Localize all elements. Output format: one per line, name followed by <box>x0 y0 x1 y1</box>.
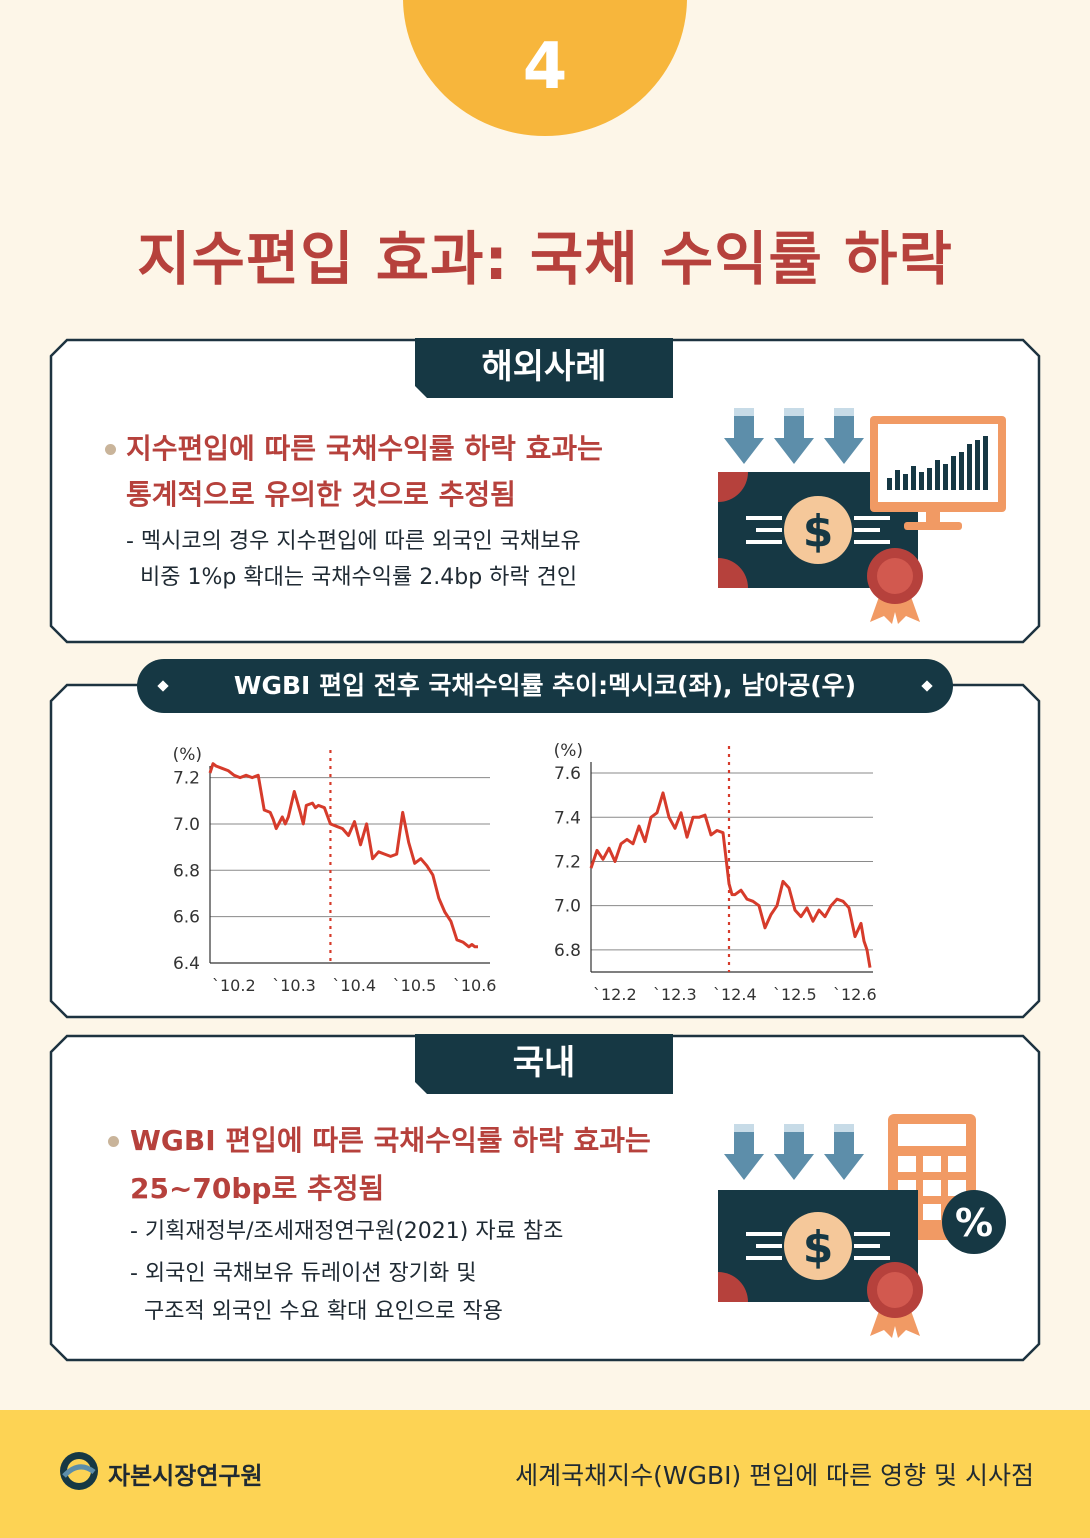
chart-1-ytick: 7.4 <box>554 808 581 828</box>
chart-0-xtick: `10.3 <box>272 976 316 995</box>
chart-1-series-line <box>589 791 872 968</box>
domestic-headline-1: WGBI 편입에 따른 국채수익률 하락 효과는 <box>130 1124 651 1157</box>
chart-1-ytick: 6.8 <box>554 941 581 961</box>
org-logo-icon <box>60 1452 98 1490</box>
chart-0-series-line <box>208 762 478 949</box>
chart-section-title: WGBI 편입 전후 국채수익률 추이:멕시코(좌), 남아공(우) <box>137 659 953 713</box>
overseas-detail-2: 비중 1%p 확대는 국채수익률 2.4bp 하락 견인 <box>140 565 578 590</box>
domestic-detail-2: - 외국인 국채보유 듀레이션 장기화 및 <box>130 1261 477 1286</box>
dollar-bill-calculator-percent-icon: $ % <box>718 1114 1006 1338</box>
domestic-tab: 국내 <box>415 1034 673 1094</box>
chart-0-ylabel: (%) <box>173 745 202 765</box>
chart-section-title-text: WGBI 편입 전후 국채수익률 추이:멕시코(좌), 남아공(우) <box>233 671 857 700</box>
domestic-detail-3: 구조적 외국인 수요 확대 요인으로 작용 <box>144 1299 503 1324</box>
overseas-headline-1: 지수편입에 따른 국채수익률 하락 효과는 <box>126 432 603 465</box>
overseas-detail-1: - 멕시코의 경우 지수편입에 따른 외국인 국채보유 <box>126 529 581 554</box>
chart-1-ytick: 7.0 <box>554 897 581 917</box>
dollar-bill-monitor-chart-icon: $ <box>718 408 1006 624</box>
footer-org-name: 자본시장연구원 <box>108 1462 263 1490</box>
overseas-bullet <box>105 444 116 455</box>
chart-0-ytick: 6.6 <box>173 908 200 928</box>
mexico-yield-chart: (%) 7.2 7.0 6.8 6.6 6.4 `10.2 `10.3 `10.4 `10.5 `1… <box>173 745 497 995</box>
chart-1-xtick: `12.6 <box>833 985 877 1000</box>
chart-0-ytick: 6.8 <box>173 861 200 881</box>
footer-document-title: 세계국채지수(WGBI) 편입에 따른 영향 및 시사점 <box>515 1461 1034 1490</box>
domestic-detail-1: - 기획재정부/조세재정연구원(2021) 자료 참조 <box>130 1219 564 1244</box>
chart-0-xtick: `10.6 <box>453 976 497 995</box>
south-africa-yield-chart: (%) 7.6 7.4 7.2 7.0 6.8 `12.2 `12.3 `12.4 `12.5 `1… <box>554 741 877 1000</box>
domestic-headline-2: 25~70bp로 추정됨 <box>130 1172 385 1205</box>
overseas-tab: 해외사례 <box>415 338 673 398</box>
chart-0-xtick: `10.2 <box>212 976 256 995</box>
overseas-headline-2: 통계적으로 유의한 것으로 추정됨 <box>126 478 516 511</box>
page-number: 4 <box>522 30 568 104</box>
chart-1-xtick: `12.2 <box>593 985 637 1000</box>
chart-0-xtick: `10.5 <box>393 976 437 995</box>
chart-1-xtick: `12.5 <box>773 985 817 1000</box>
chart-1-ylabel: (%) <box>554 741 583 761</box>
chart-1-xtick: `12.4 <box>713 985 757 1000</box>
svg-text:$: $ <box>803 1222 834 1273</box>
footer-bar <box>0 1410 1090 1538</box>
svg-text:$: $ <box>803 506 834 557</box>
chart-1-ytick: 7.2 <box>554 852 581 872</box>
domestic-bullet <box>108 1136 119 1147</box>
chart-panel-frame <box>49 683 1041 1019</box>
chart-0-ytick: 7.0 <box>173 815 200 835</box>
page-title: 지수편입 효과: 국채 수익률 하락 <box>137 225 953 293</box>
percent-symbol: % <box>955 1201 993 1245</box>
chart-0-ytick: 7.2 <box>173 769 200 789</box>
chart-1-xtick: `12.3 <box>653 985 697 1000</box>
chart-0-ytick: 6.4 <box>173 954 200 974</box>
chart-0-xtick: `10.4 <box>332 976 376 995</box>
chart-1-ytick: 7.6 <box>554 764 581 784</box>
